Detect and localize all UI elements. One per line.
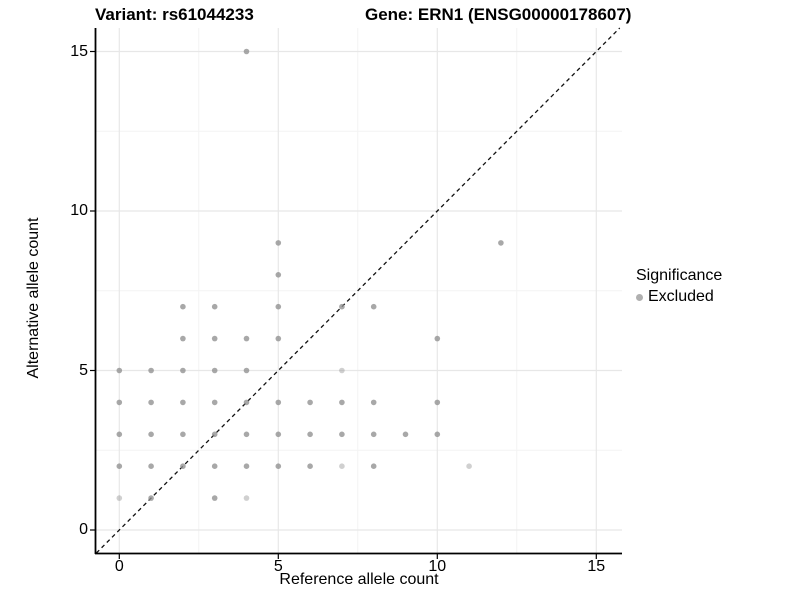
data-point (211, 367, 218, 374)
y-tick-label-0: 0 (79, 521, 88, 538)
data-point (116, 495, 123, 501)
data-point (211, 495, 218, 501)
data-point (148, 495, 154, 501)
data-point (180, 399, 186, 406)
data-point (434, 431, 441, 438)
data-point (116, 399, 123, 406)
x-tick-label-15: 15 (587, 558, 606, 575)
x-tick-label-0: 0 (114, 558, 124, 575)
y-axis-title: Alternative allele count (25, 217, 42, 379)
data-point (211, 335, 218, 342)
data-point (180, 367, 186, 374)
data-point (211, 463, 218, 470)
data-point (180, 463, 186, 470)
data-point (243, 495, 250, 501)
data-point (370, 463, 377, 470)
data-point (275, 303, 282, 310)
data-point (211, 303, 218, 310)
x-tick-label-10: 10 (428, 558, 447, 575)
data-point (275, 431, 282, 438)
identity-line (95, 27, 621, 554)
data-point (148, 367, 154, 374)
data-point (370, 303, 377, 310)
data-point (243, 431, 250, 438)
y-tick-label-5: 5 (79, 361, 88, 379)
legend-item-label: Excluded (648, 288, 714, 305)
data-point (307, 463, 313, 470)
data-point (339, 367, 345, 374)
data-point (116, 463, 123, 470)
x-tick-label-5: 5 (273, 558, 283, 575)
data-point (148, 463, 154, 470)
data-point (243, 367, 250, 374)
data-point (180, 303, 186, 310)
data-point (148, 431, 154, 438)
legend: Significance Excluded (636, 266, 722, 307)
data-point (275, 463, 282, 470)
data-point (339, 399, 345, 406)
data-point (434, 335, 441, 342)
data-point (275, 335, 282, 342)
data-point (402, 431, 409, 438)
data-point (211, 431, 218, 438)
data-point (243, 48, 250, 55)
legend-title: Significance (636, 267, 723, 284)
data-point (275, 272, 282, 278)
y-tick-label-10: 10 (70, 202, 88, 219)
data-point (275, 399, 282, 406)
data-point (339, 303, 345, 310)
data-point (307, 431, 313, 438)
data-point (466, 463, 472, 470)
data-point (116, 367, 123, 374)
data-point (307, 399, 313, 406)
data-point (434, 399, 441, 406)
x-axis-title: Reference allele count (279, 571, 439, 588)
data-point (116, 431, 123, 438)
legend-point-icon (636, 293, 643, 301)
data-point (180, 335, 186, 342)
data-point (148, 399, 154, 406)
data-point (243, 335, 250, 342)
data-point (339, 431, 345, 438)
data-point (180, 431, 186, 438)
data-point (243, 399, 250, 406)
data-point (498, 240, 504, 246)
plot-title-gene: Gene: ERN1 (ENSG00000178607) (365, 5, 632, 24)
data-point (339, 463, 345, 470)
plot-title-variant: Variant: rs61044233 (95, 5, 254, 24)
data-point (243, 463, 250, 470)
data-point (275, 240, 282, 246)
y-tick-label-15: 15 (70, 42, 88, 60)
data-point (370, 431, 377, 438)
data-point (211, 399, 218, 406)
data-point (370, 399, 377, 406)
legend-item-excluded: Excluded (636, 287, 722, 307)
